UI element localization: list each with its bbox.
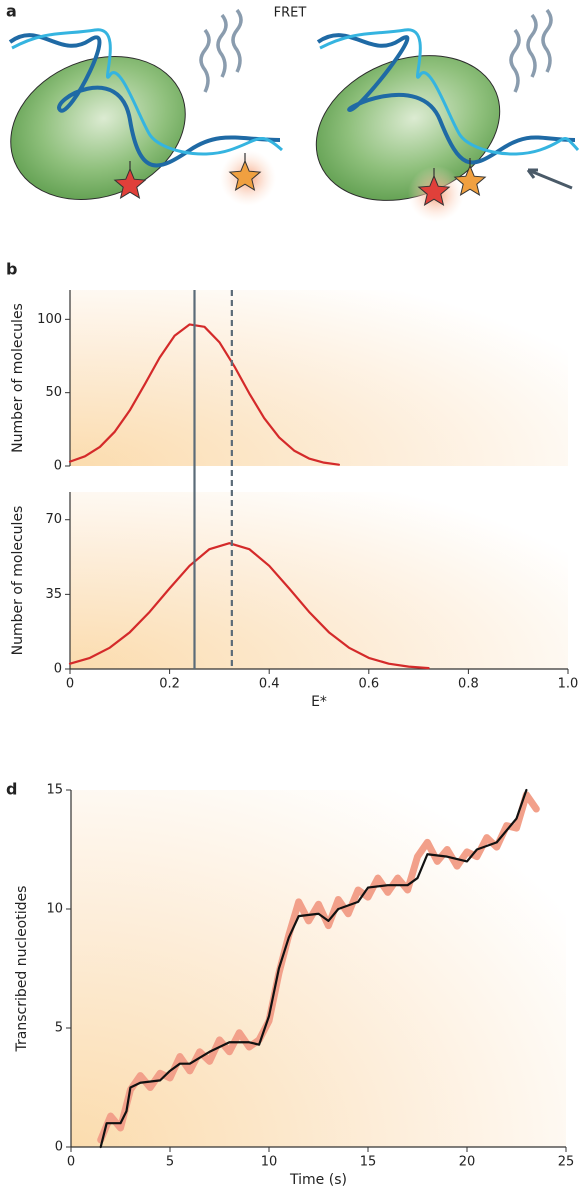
dna-strand xyxy=(8,33,281,168)
x-tick-label: 10 xyxy=(261,1155,278,1170)
dye xyxy=(113,167,147,199)
dna-strand xyxy=(319,28,580,156)
x-tick-label: 15 xyxy=(360,1155,377,1170)
dyes xyxy=(113,153,487,206)
panel-label: d xyxy=(6,780,17,799)
y-tick-label: 0 xyxy=(54,662,62,677)
x-tick-label: 20 xyxy=(459,1155,476,1170)
dye xyxy=(228,159,262,191)
y-axis-label: Number of molecules xyxy=(10,506,26,656)
x-tick-label: 5 xyxy=(166,1155,174,1170)
series-line xyxy=(68,542,430,670)
y-tick-label: 10 xyxy=(46,902,63,917)
panel-title: FRET xyxy=(274,6,307,21)
plot-background xyxy=(70,492,568,669)
series-line xyxy=(97,791,540,1144)
dye xyxy=(453,164,487,196)
y-axis-label: Number of molecules xyxy=(10,303,26,453)
polymerase xyxy=(10,56,186,200)
fret-diagram-left xyxy=(8,8,284,206)
dna-strand xyxy=(11,28,284,156)
x-tick-label: 0.8 xyxy=(458,677,479,692)
x-axis-label: E* xyxy=(311,694,327,710)
y-tick-label: 15 xyxy=(46,783,63,798)
x-tick-label: 1.0 xyxy=(558,677,579,692)
y-tick-label: 50 xyxy=(45,385,62,400)
series-line xyxy=(99,788,528,1149)
x-tick-label: 0.4 xyxy=(259,677,280,692)
dna-strand xyxy=(316,33,576,165)
y-tick-label: 70 xyxy=(45,512,62,527)
x-tick-label: 0 xyxy=(66,677,74,692)
x-tick-label: 0.6 xyxy=(358,677,379,692)
polymerase xyxy=(315,55,501,201)
dye xyxy=(417,174,451,206)
light-arrows xyxy=(199,8,243,93)
translocation-arrow xyxy=(526,168,573,190)
plot-background xyxy=(70,290,568,466)
y-tick-label: 35 xyxy=(45,587,62,602)
fret-diagram-right xyxy=(315,8,580,222)
series-line xyxy=(68,323,341,466)
x-tick-label: 25 xyxy=(558,1155,575,1170)
light-arrows xyxy=(509,8,553,93)
panel-label: b xyxy=(6,260,17,279)
y-tick-label: 0 xyxy=(55,1140,63,1155)
x-tick-label: 0.2 xyxy=(159,677,180,692)
x-tick-label: 0 xyxy=(67,1155,75,1170)
panel-label: a xyxy=(6,2,17,21)
y-tick-label: 5 xyxy=(55,1021,63,1036)
x-axis-label: Time (s) xyxy=(289,1172,347,1188)
y-tick-label: 100 xyxy=(37,312,62,327)
y-axis-label: Transcribed nucleotides xyxy=(14,886,30,1053)
y-tick-label: 0 xyxy=(54,459,62,474)
